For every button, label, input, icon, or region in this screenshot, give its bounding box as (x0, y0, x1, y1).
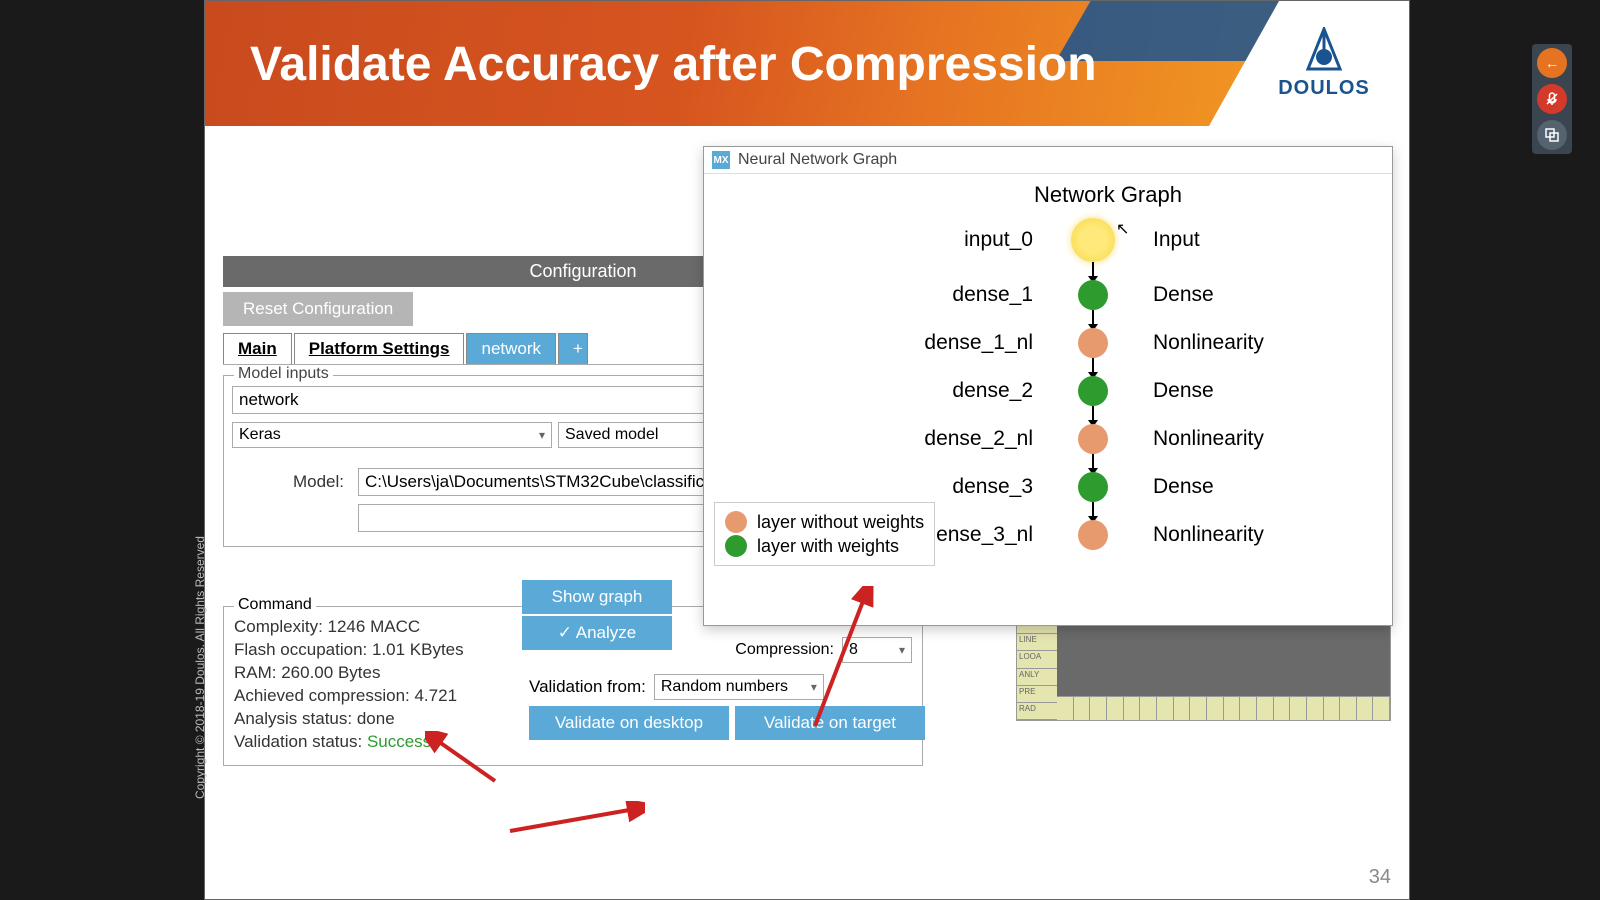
compression-select[interactable]: 8 (842, 637, 912, 663)
legend-orange-dot (725, 511, 747, 533)
nn-layer-row: dense_1_nl Nonlinearity (814, 328, 1372, 358)
tab-main[interactable]: Main (223, 333, 292, 364)
copyright-text: Copyright © 2018-19 Doulos. All Rights R… (193, 536, 207, 799)
webinar-toolbar: ← (1532, 44, 1572, 154)
slide-title: Validate Accuracy after Compression (250, 37, 1097, 92)
validation-status-label: Validation status: (234, 732, 367, 751)
nn-node (1078, 424, 1108, 454)
nn-layer-row: dense_2_nl Nonlinearity (814, 424, 1372, 454)
nn-legend: layer without weights layer with weights (714, 502, 935, 566)
nn-layer-row: dense_1 Dense (814, 280, 1372, 310)
validation-status-value: Success (367, 732, 431, 751)
nn-layer-row: dense_2 Dense (814, 376, 1372, 406)
nn-layer-name: dense_2 (873, 379, 1053, 403)
windows-icon[interactable] (1537, 120, 1567, 150)
nn-layer-row: dense_3 Dense (814, 472, 1372, 502)
nn-layer-type: Nonlinearity (1133, 523, 1313, 547)
nn-layer-name: dense_1_nl (873, 331, 1053, 355)
neural-network-graph-window: MX Neural Network Graph Network Graph in… (703, 146, 1393, 626)
legend-without-weights: layer without weights (725, 511, 924, 533)
model-path-label: Model: (232, 472, 352, 492)
nn-node (1078, 376, 1108, 406)
command-label: Command (234, 596, 316, 614)
nn-layer-type: Nonlinearity (1133, 427, 1313, 451)
reset-configuration-button[interactable]: Reset Configuration (223, 292, 413, 326)
pinout-thumbnail: VDDALINELOOAANLYPRERAD (1016, 616, 1391, 721)
back-icon[interactable]: ← (1537, 48, 1567, 78)
slide: Validate Accuracy after Compression DOUL… (204, 0, 1410, 900)
mute-icon[interactable] (1537, 84, 1567, 114)
tab-network[interactable]: network (466, 333, 556, 364)
annotation-arrow-2 (505, 801, 645, 841)
nn-layer-name: dense_2_nl (873, 427, 1053, 451)
model-inputs-label: Model inputs (234, 365, 333, 383)
nn-node (1071, 218, 1115, 262)
analyze-button[interactable]: ✓ Analyze (522, 616, 672, 650)
nn-layer-name: dense_3 (873, 475, 1053, 499)
nn-node (1078, 520, 1108, 550)
show-graph-button[interactable]: Show graph (522, 580, 672, 614)
logo-text: DOULOS (1278, 77, 1370, 100)
legend-green-dot (725, 535, 747, 557)
nn-content: Network Graph input_0Inputdense_1Densede… (704, 174, 1392, 576)
nn-layer-name: dense_1 (873, 283, 1053, 307)
validate-desktop-button[interactable]: Validate on desktop (529, 706, 729, 740)
nn-layer-name: input_0 (873, 228, 1053, 252)
page-number: 34 (1369, 866, 1391, 889)
cursor-icon: ↖ (1116, 219, 1129, 239)
tab-add[interactable]: + (558, 333, 588, 364)
nn-heading: Network Graph (844, 182, 1372, 208)
nn-layer-type: Input (1133, 228, 1313, 252)
command-section: Command Complexity: 1246 MACC Flash occu… (223, 606, 923, 766)
nn-window-title: Neural Network Graph (738, 151, 897, 169)
nn-node (1078, 280, 1108, 310)
compression-label: Compression: (735, 641, 834, 659)
slide-header: Validate Accuracy after Compression DOUL… (205, 1, 1409, 126)
compression-row: Compression: 8 (735, 637, 912, 663)
nn-layer-type: Nonlinearity (1133, 331, 1313, 355)
nn-titlebar: MX Neural Network Graph (704, 147, 1392, 174)
nn-node (1078, 328, 1108, 358)
validation-from-row: Validation from: Random numbers (529, 674, 824, 700)
nn-layer-type: Dense (1133, 475, 1313, 499)
tab-platform-settings[interactable]: Platform Settings (294, 333, 465, 364)
nn-app-icon: MX (712, 151, 730, 169)
nn-layer-row: input_0 Input (814, 218, 1372, 262)
nn-layer-type: Dense (1133, 283, 1313, 307)
validation-from-select[interactable]: Random numbers (654, 674, 824, 700)
validate-target-button[interactable]: Validate on target (735, 706, 925, 740)
doulos-logo-icon (1302, 27, 1346, 75)
legend-with-weights: layer with weights (725, 535, 924, 557)
nn-node (1078, 472, 1108, 502)
validation-from-label: Validation from: (529, 677, 646, 697)
nn-layer-type: Dense (1133, 379, 1313, 403)
framework-select[interactable]: Keras (232, 422, 552, 448)
